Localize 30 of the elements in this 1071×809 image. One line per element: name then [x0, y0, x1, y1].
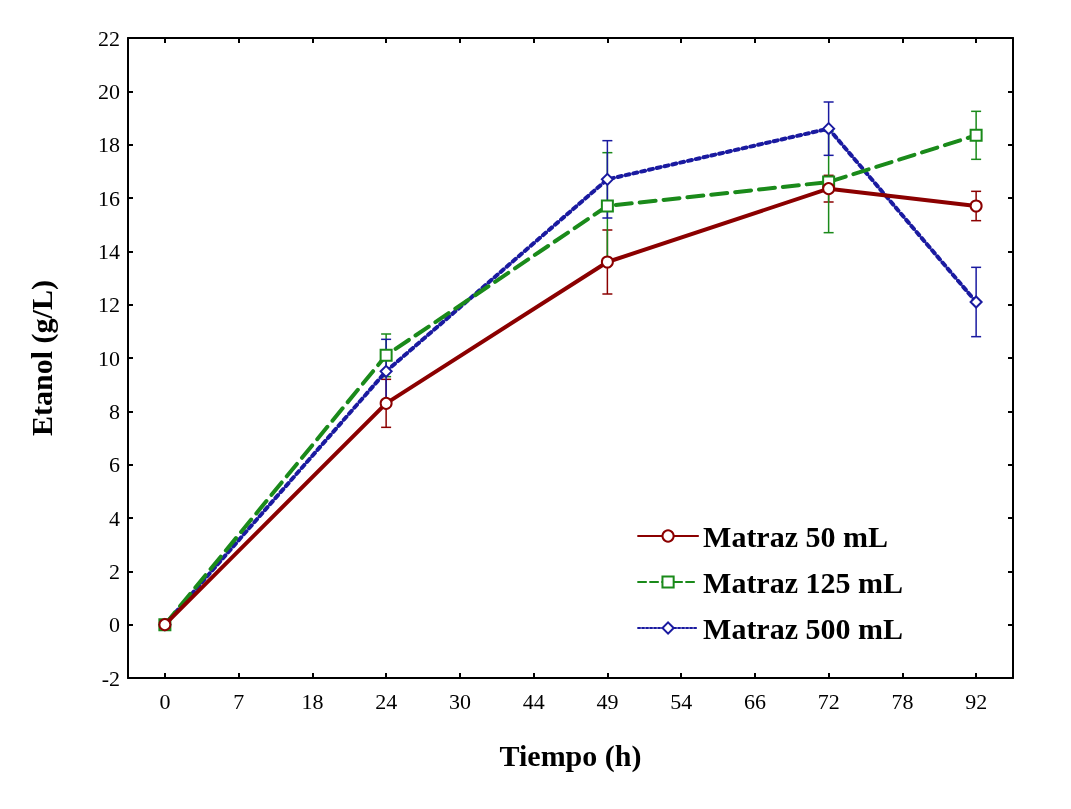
y-tick-label: 6 — [109, 452, 120, 478]
y-tick-label: 8 — [109, 398, 120, 424]
legend-label: Matraz 500 mL — [703, 611, 903, 645]
x-tick-label: 0 — [159, 688, 171, 714]
y-tick-label: 4 — [109, 505, 120, 531]
y-tick-label: 12 — [98, 292, 120, 318]
x-tick-label: 44 — [522, 688, 545, 714]
y-tick-label: 16 — [98, 185, 120, 211]
x-axis-title: Tiempo (h) — [499, 738, 642, 773]
y-tick-label: 22 — [98, 25, 120, 51]
y-tick-label: 10 — [98, 345, 120, 371]
legend-label: Matraz 50 mL — [703, 519, 888, 553]
x-tick-label: 72 — [817, 688, 840, 714]
x-tick-label: 7 — [233, 688, 245, 714]
x-tick-label: 49 — [596, 688, 619, 714]
y-tick-label: 20 — [98, 78, 120, 104]
x-tick-label: 18 — [301, 688, 324, 714]
x-tick-label: 78 — [891, 688, 914, 714]
y-axis-title: Etanol (g/L) — [24, 280, 59, 436]
legend-label: Matraz 125 mL — [703, 565, 903, 599]
y-tick-label: 0 — [109, 612, 120, 638]
y-tick-label: 2 — [109, 558, 120, 584]
x-tick-label: 66 — [743, 688, 766, 714]
x-tick-label: 54 — [670, 688, 693, 714]
y-tick-label: 14 — [98, 238, 120, 264]
x-tick-label: 92 — [965, 688, 988, 714]
y-tick-label: -2 — [101, 665, 120, 691]
x-tick-label: 24 — [375, 688, 398, 714]
x-tick-label: 30 — [448, 688, 471, 714]
y-tick-label: 18 — [98, 132, 120, 158]
